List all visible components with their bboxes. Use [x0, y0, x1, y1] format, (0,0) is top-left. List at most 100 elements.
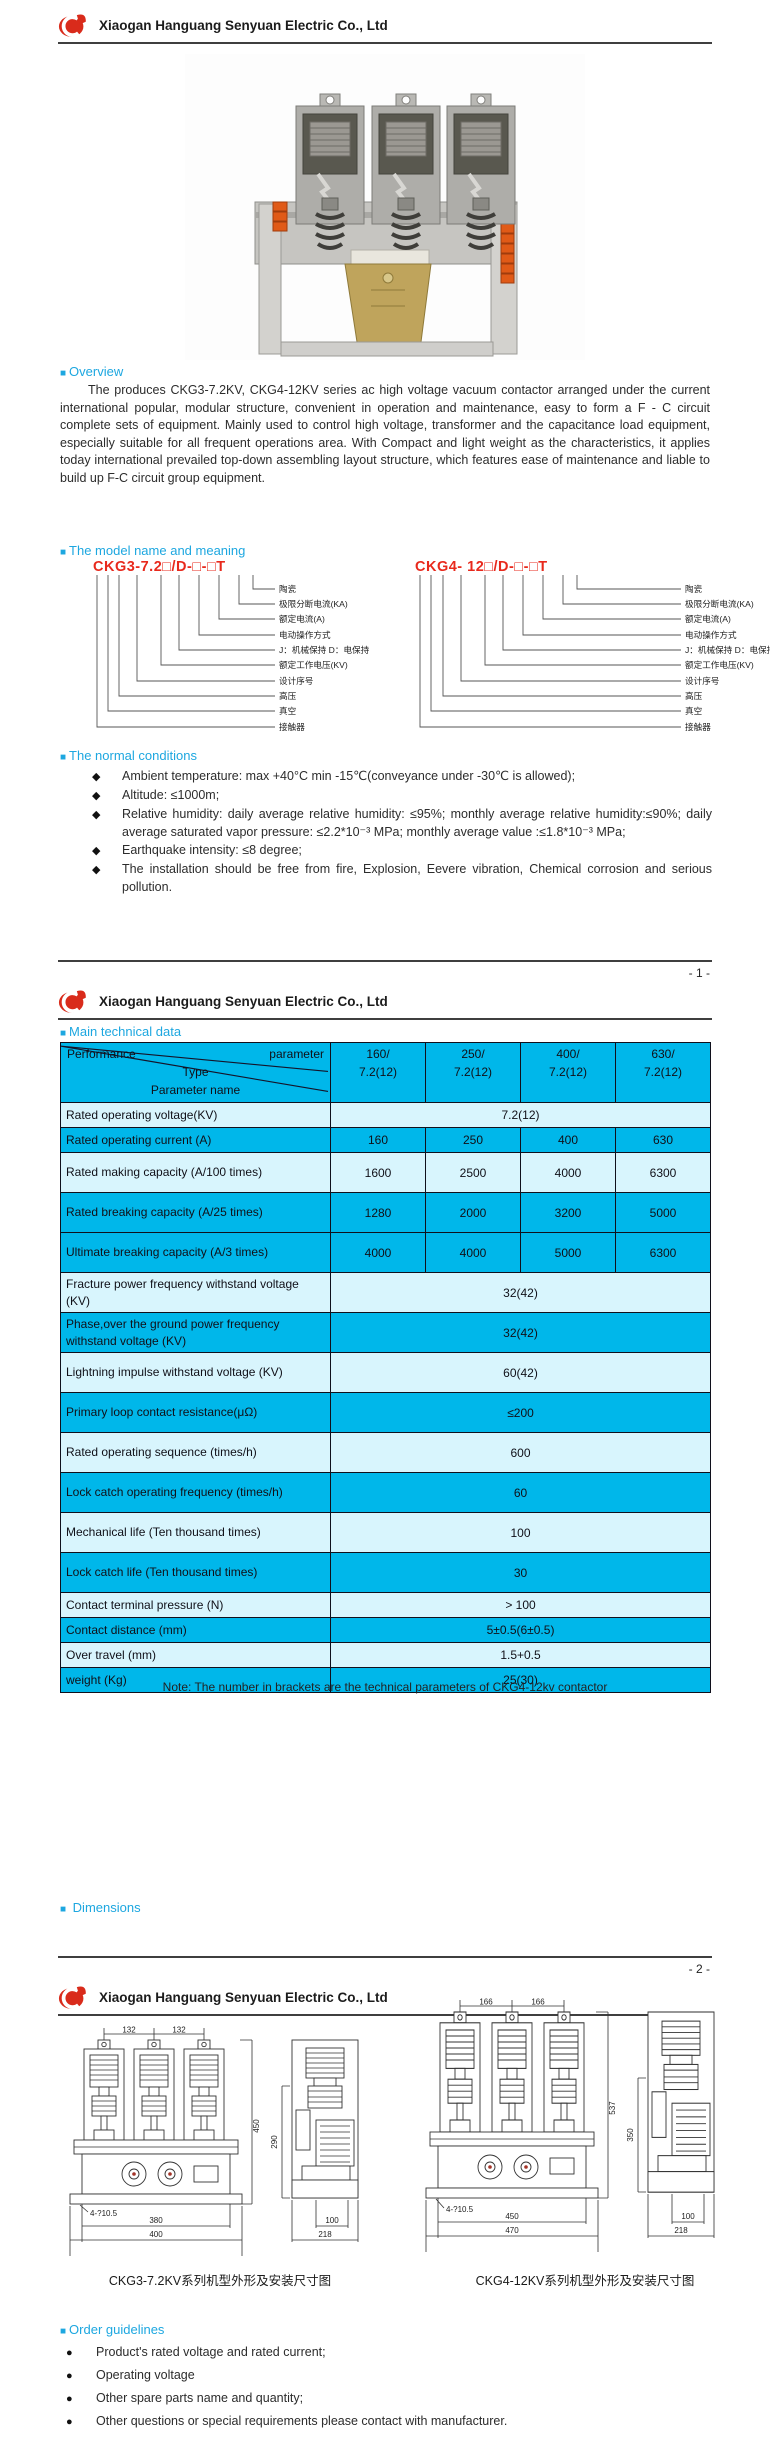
- model-diagram-ckg4: CKG4- 12□/D-□-□T 陶瓷 极限分断电流(KA) 额定电流(A) 电…: [415, 559, 770, 732]
- outline-drawing-ckg4: 166 166 537 4-?10.5 450 470 350 100 218: [425, 1998, 715, 2252]
- side-view-ckg4: 350 100 218: [626, 2011, 715, 2238]
- list-item: ◆ Ambient temperature: max +40°C min -15℃…: [92, 768, 712, 787]
- table-row: Contact distance (mm) 5±0.5(6±0.5): [60, 1617, 711, 1643]
- page3-header: Xiaogan Hanguang Senyuan Electric Co., L…: [58, 1980, 712, 2016]
- section-square-icon: ■: [60, 752, 67, 763]
- svg-text:高压: 高压: [279, 690, 297, 701]
- table-row: Contact terminal pressure (N) > 100: [60, 1592, 711, 1618]
- section-square-icon: ■: [60, 547, 67, 558]
- svg-text:接触器: 接触器: [279, 721, 305, 732]
- svg-text:极限分断电流(KA): 极限分断电流(KA): [279, 598, 348, 609]
- svg-text:J：机械保持 D：电保持: J：机械保持 D：电保持: [279, 644, 370, 655]
- model-section-title: ■ The model name and meaning: [60, 543, 246, 558]
- table-row: Rated operating sequence (times/h) 600: [60, 1432, 711, 1473]
- list-item: ◆ Altitude: ≤1000m;: [92, 787, 712, 806]
- list-item: ◆ Earthquake intensity: ≤8 degree;: [92, 842, 712, 861]
- table-row: Phase,over the ground power frequency wi…: [60, 1312, 711, 1353]
- table-row: Rated breaking capacity (A/25 times) 1280…: [60, 1192, 711, 1233]
- table-header-row: Performance parameter Type Parameter name…: [60, 1042, 711, 1103]
- side-body-drawing: [291, 2039, 359, 2199]
- diamond-bullet-icon: ◆: [92, 790, 101, 803]
- dim-label: 450: [252, 2119, 261, 2133]
- dim-label: 380: [149, 2216, 163, 2225]
- svg-text:电动操作方式: 电动操作方式: [685, 629, 737, 640]
- pole-drawing: [439, 2011, 481, 2133]
- conditions-list: ◆ Ambient temperature: max +40°C min -15℃…: [92, 768, 712, 897]
- side-view-ckg3: 290 100 218: [270, 2039, 359, 2242]
- table-row: Primary loop contact resistance(μΩ) ≤200: [60, 1392, 711, 1433]
- dim-label: 132: [172, 2026, 186, 2035]
- table-row: Lock catch operating frequency (times/h)…: [60, 1472, 711, 1513]
- section-square-icon: ■: [60, 368, 67, 379]
- overview-paragraph: The produces CKG3-7.2KV, CKG4-12KV serie…: [60, 383, 710, 485]
- vacuum-contactor-photo-illustration: [185, 54, 585, 360]
- diamond-bullet-icon: ◆: [92, 809, 101, 822]
- dim-label: 450: [505, 2212, 519, 2221]
- dim-label: 132: [122, 2026, 136, 2035]
- dot-bullet-icon: ●: [66, 2370, 73, 2383]
- table-note: Note: The number in brackets are the tec…: [162, 1680, 608, 1694]
- pole-drawing: [83, 2039, 125, 2141]
- pole-drawing: [133, 2039, 175, 2141]
- model-diagram-ckg3: CKG3-7.2□/D-□-□T 陶瓷 极限分断电流(KA) 额定电流(A) 电…: [93, 559, 370, 732]
- svg-text:高压: 高压: [685, 690, 703, 701]
- dim-label: 218: [674, 2226, 688, 2235]
- dim-label: 537: [608, 2101, 617, 2115]
- list-item: ● Operating voltage: [66, 2367, 706, 2386]
- svg-text:额定工作电压(KV): 额定工作电压(KV): [685, 659, 754, 670]
- svg-text:额定电流(A): 额定电流(A): [279, 613, 325, 624]
- page-break-line: [58, 1956, 712, 1958]
- diamond-bullet-icon: ◆: [92, 863, 101, 876]
- page-number-2: - 2 -: [688, 1962, 710, 1976]
- technical-section-title: ■ Main technical data: [60, 1024, 182, 1039]
- side-body-drawing: [647, 2011, 715, 2193]
- column-header: 400/7.2(12): [520, 1042, 616, 1103]
- company-logo-icon: [58, 989, 86, 1013]
- dim-label: 218: [318, 2230, 332, 2239]
- dim-label: 166: [479, 1998, 493, 2007]
- dim-label: 350: [626, 2128, 635, 2142]
- company-logo-icon: [58, 13, 86, 37]
- list-item: ● Product's rated voltage and rated curre…: [66, 2344, 706, 2363]
- corner-label: Performance: [67, 1047, 136, 1061]
- table-row: Rated making capacity (A/100 times) 1600 2…: [60, 1152, 711, 1193]
- table-row: weight (Kg) 25(30): [60, 1667, 711, 1693]
- dot-bullet-icon: ●: [66, 2347, 73, 2359]
- dot-bullet-icon: ●: [66, 2416, 73, 2429]
- outline-drawing-ckg3: 132 132 450 4-?10.5 380 400 290 100 218: [69, 2026, 359, 2256]
- corner-diagonal-lines: [61, 1045, 329, 1093]
- corner-label: Parameter name: [150, 1083, 241, 1097]
- diamond-bullet-icon: ◆: [92, 844, 101, 857]
- list-item: ● Other spare parts name and quantity;: [66, 2390, 706, 2409]
- column-header: 160/7.2(12): [330, 1042, 426, 1103]
- dim-label: 100: [681, 2212, 695, 2221]
- dim-label: 4-?10.5: [90, 2209, 118, 2218]
- svg-text:设计序号: 设计序号: [685, 675, 719, 686]
- page-number-1: - 1 -: [688, 966, 710, 980]
- table-row: Ultimate breaking capacity (A/3 times) 40…: [60, 1232, 711, 1273]
- dim-label: 100: [325, 2216, 339, 2225]
- list-item: ● Other questions or special requirements…: [66, 2413, 706, 2432]
- table-row: Fracture power frequency withstand volta…: [60, 1272, 711, 1313]
- drawing-caption-ckg4: CKG4-12KV系列机型外形及安装尺寸图: [475, 2274, 695, 2288]
- page1-header: Xiaogan Hanguang Senyuan Electric Co., L…: [58, 8, 712, 44]
- column-header: 630/7.2(12): [615, 1042, 711, 1103]
- dim-label: 470: [505, 2226, 519, 2235]
- list-item: ◆ The installation should be free from fi…: [92, 861, 712, 896]
- company-logo-icon: [58, 1985, 86, 2009]
- table-corner-cell: Performance parameter Type Parameter name: [60, 1042, 331, 1103]
- table-row: Rated operating current (A) 160 250 400 630: [60, 1127, 711, 1153]
- corner-label: parameter: [269, 1047, 324, 1061]
- product-photo: [185, 54, 585, 365]
- svg-text:额定工作电压(KV): 额定工作电压(KV): [279, 659, 348, 670]
- drawing-caption-ckg3: CKG3-7.2KV系列机型外形及安装尺寸图: [108, 2274, 332, 2288]
- page-break-line: [58, 960, 712, 962]
- svg-text:J：机械保持 D：电保持: J：机械保持 D：电保持: [685, 644, 770, 655]
- pole-drawing: [491, 2011, 533, 2133]
- dim-label: 166: [531, 1998, 545, 2007]
- diamond-bullet-icon: ◆: [92, 771, 101, 783]
- pole-drawing: [183, 2039, 225, 2141]
- company-name: Xiaogan Hanguang Senyuan Electric Co., L…: [99, 17, 388, 33]
- svg-text:额定电流(A): 额定电流(A): [685, 613, 731, 624]
- overview-section-title: ■ Overview: [60, 364, 124, 379]
